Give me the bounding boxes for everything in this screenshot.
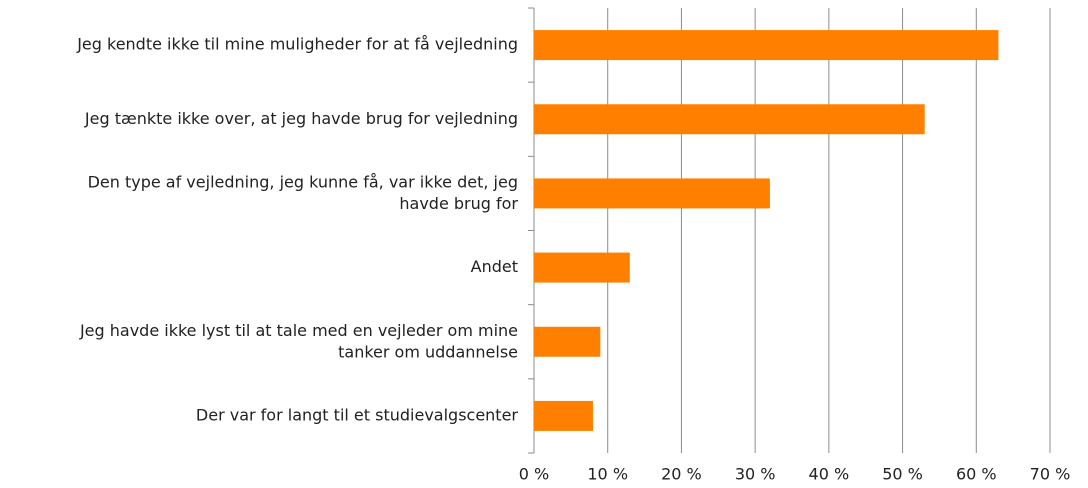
y-tick-label: Jeg havde ikke lyst til at tale med en v… [79,320,518,361]
x-tick-label: 40 % [809,465,850,484]
x-tick-label: 50 % [882,465,923,484]
bar [534,252,630,283]
y-tick-label: Andet [471,257,518,276]
y-tick-label: Der var for langt til et studievalgscent… [196,405,519,424]
bar [534,326,601,357]
bar [534,178,770,209]
x-tick-label: 10 % [587,465,628,484]
x-tick-label: 70 % [1030,465,1071,484]
x-tick-label: 60 % [956,465,997,484]
y-tick-label: Den type af vejledning, jeg kunne få, va… [88,172,519,213]
bar [534,400,593,431]
y-tick-label: Jeg kendte ikke til mine muligheder for … [76,35,518,54]
x-tick-label: 0 % [519,465,549,484]
bar [534,104,925,135]
x-tick-label: 30 % [735,465,776,484]
x-tick-label: 20 % [661,465,702,484]
y-tick-label: Jeg tænkte ikke over, at jeg havde brug … [84,109,518,128]
bar [534,30,999,61]
